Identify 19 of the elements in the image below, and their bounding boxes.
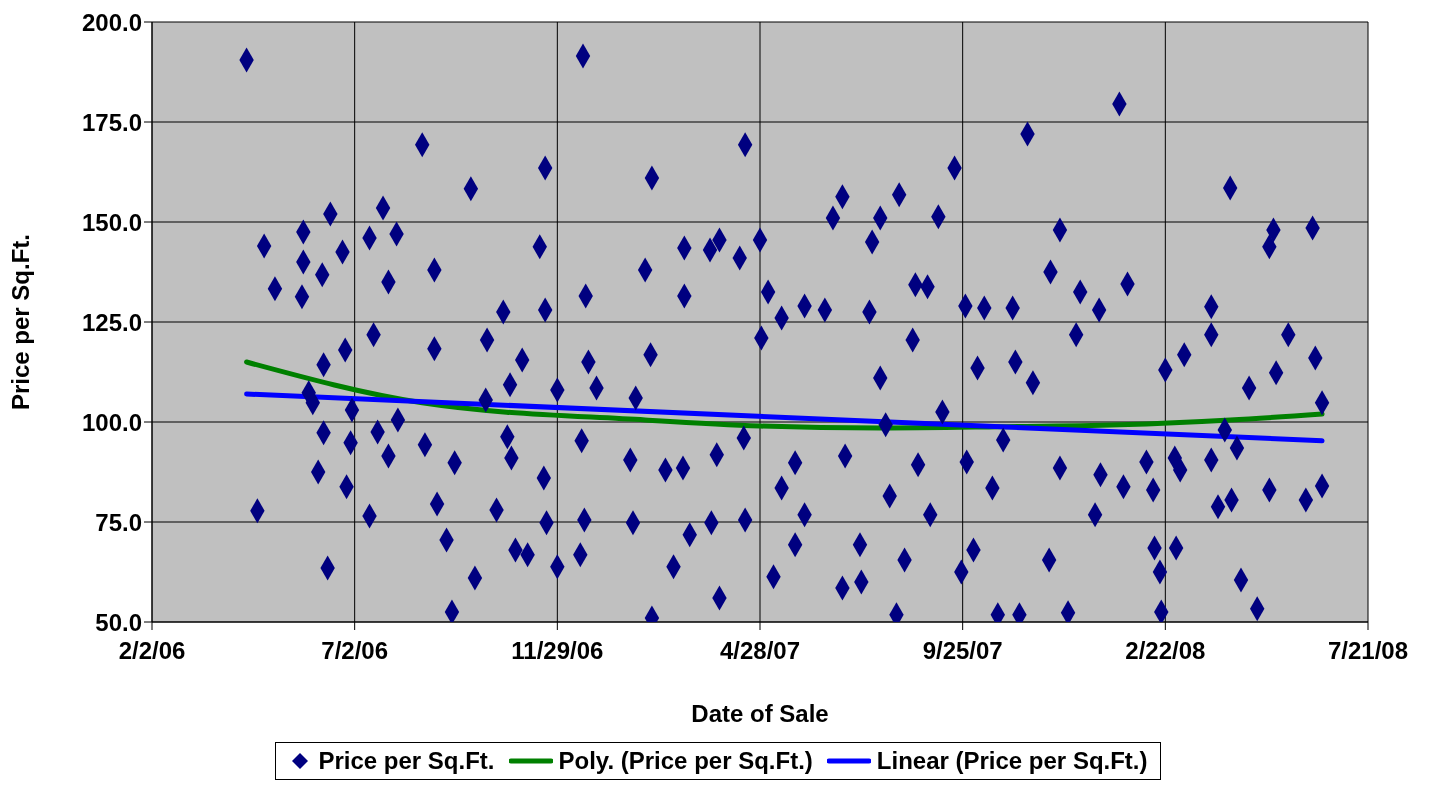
x-tick-label: 7/2/06 [321,637,389,665]
y-tick-label: 200.0 [81,8,142,36]
x-tick-label: 2/22/08 [1125,637,1206,665]
y-tick-label: 100.0 [81,408,142,436]
y-tick-label: 50.0 [95,608,142,636]
y-tick-label: 125.0 [81,308,142,336]
x-tick-label: 7/21/08 [1327,637,1409,665]
legend-label: Linear (Price per Sq.Ft.) [876,747,1148,775]
legend-label: Price per Sq.Ft. [318,747,495,775]
y-tick-label: 150.0 [81,208,142,236]
x-tick-label: 11/29/06 [511,637,604,665]
legend-label: Poly. (Price per Sq.Ft.) [558,747,813,775]
x-tick-label: 9/25/07 [922,637,1003,665]
x-tick-label: 4/28/07 [719,637,801,665]
x-axis-title: Date of Sale [691,700,829,727]
y-tick-label: 175.0 [81,108,142,136]
y-axis-title: Price per Sq.Ft. [6,233,34,411]
x-tick-label: 2/2/06 [118,637,186,665]
y-tick-label: 75.0 [95,508,142,536]
